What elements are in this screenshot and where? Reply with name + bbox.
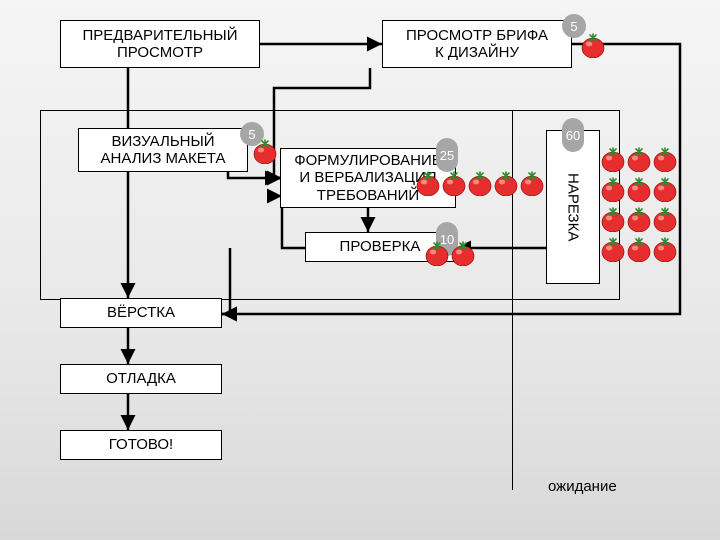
node-visual: ВИЗУАЛЬНЫЙ АНАЛИЗ МАКЕТА bbox=[78, 128, 248, 172]
wait-label: ожидание bbox=[548, 478, 617, 495]
badge-cut-text: 60 bbox=[566, 128, 580, 143]
node-done: ГОТОВО! bbox=[60, 430, 222, 460]
badge-formulate-text: 25 bbox=[440, 148, 454, 163]
node-cut-label: НАРЕЗКА bbox=[564, 173, 581, 241]
node-debug-label: ОТЛАДКА bbox=[106, 370, 176, 387]
badge-check: 10 bbox=[436, 222, 458, 256]
wait-label-text: ожидание bbox=[548, 478, 617, 495]
node-brief-label: ПРОСМОТР БРИФА К ДИЗАЙНУ bbox=[406, 27, 548, 62]
diagram-stage: ПРЕДВАРИТЕЛЬНЫЙ ПРОСМОТР ПРОСМОТР БРИФА … bbox=[0, 0, 720, 540]
badge-visual: 5 bbox=[240, 122, 264, 146]
node-check: ПРОВЕРКА bbox=[305, 232, 455, 262]
badge-visual-text: 5 bbox=[248, 127, 255, 142]
node-preview: ПРЕДВАРИТЕЛЬНЫЙ ПРОСМОТР bbox=[60, 20, 260, 68]
badge-brief: 5 bbox=[562, 14, 586, 38]
node-brief: ПРОСМОТР БРИФА К ДИЗАЙНУ bbox=[382, 20, 572, 68]
node-visual-label: ВИЗУАЛЬНЫЙ АНАЛИЗ МАКЕТА bbox=[101, 133, 226, 168]
node-done-label: ГОТОВО! bbox=[109, 436, 173, 453]
node-cut: НАРЕЗКА bbox=[546, 130, 600, 284]
node-formulate-label: ФОРМУЛИРОВАНИЕ И ВЕРБАЛИЗАЦИЯ ТРЕБОВАНИЙ bbox=[294, 152, 442, 204]
node-layout-label: ВЁРСТКА bbox=[107, 304, 175, 321]
badge-check-text: 10 bbox=[440, 232, 454, 247]
badge-cut: 60 bbox=[562, 118, 584, 152]
edge-check-to-layout bbox=[222, 248, 230, 314]
badge-brief-text: 5 bbox=[570, 19, 577, 34]
badge-formulate: 25 bbox=[436, 138, 458, 172]
node-check-label: ПРОВЕРКА bbox=[340, 238, 421, 255]
node-formulate: ФОРМУЛИРОВАНИЕ И ВЕРБАЛИЗАЦИЯ ТРЕБОВАНИЙ bbox=[280, 148, 456, 208]
node-preview-label: ПРЕДВАРИТЕЛЬНЫЙ ПРОСМОТР bbox=[83, 27, 238, 62]
node-layout: ВЁРСТКА bbox=[60, 298, 222, 328]
node-debug: ОТЛАДКА bbox=[60, 364, 222, 394]
